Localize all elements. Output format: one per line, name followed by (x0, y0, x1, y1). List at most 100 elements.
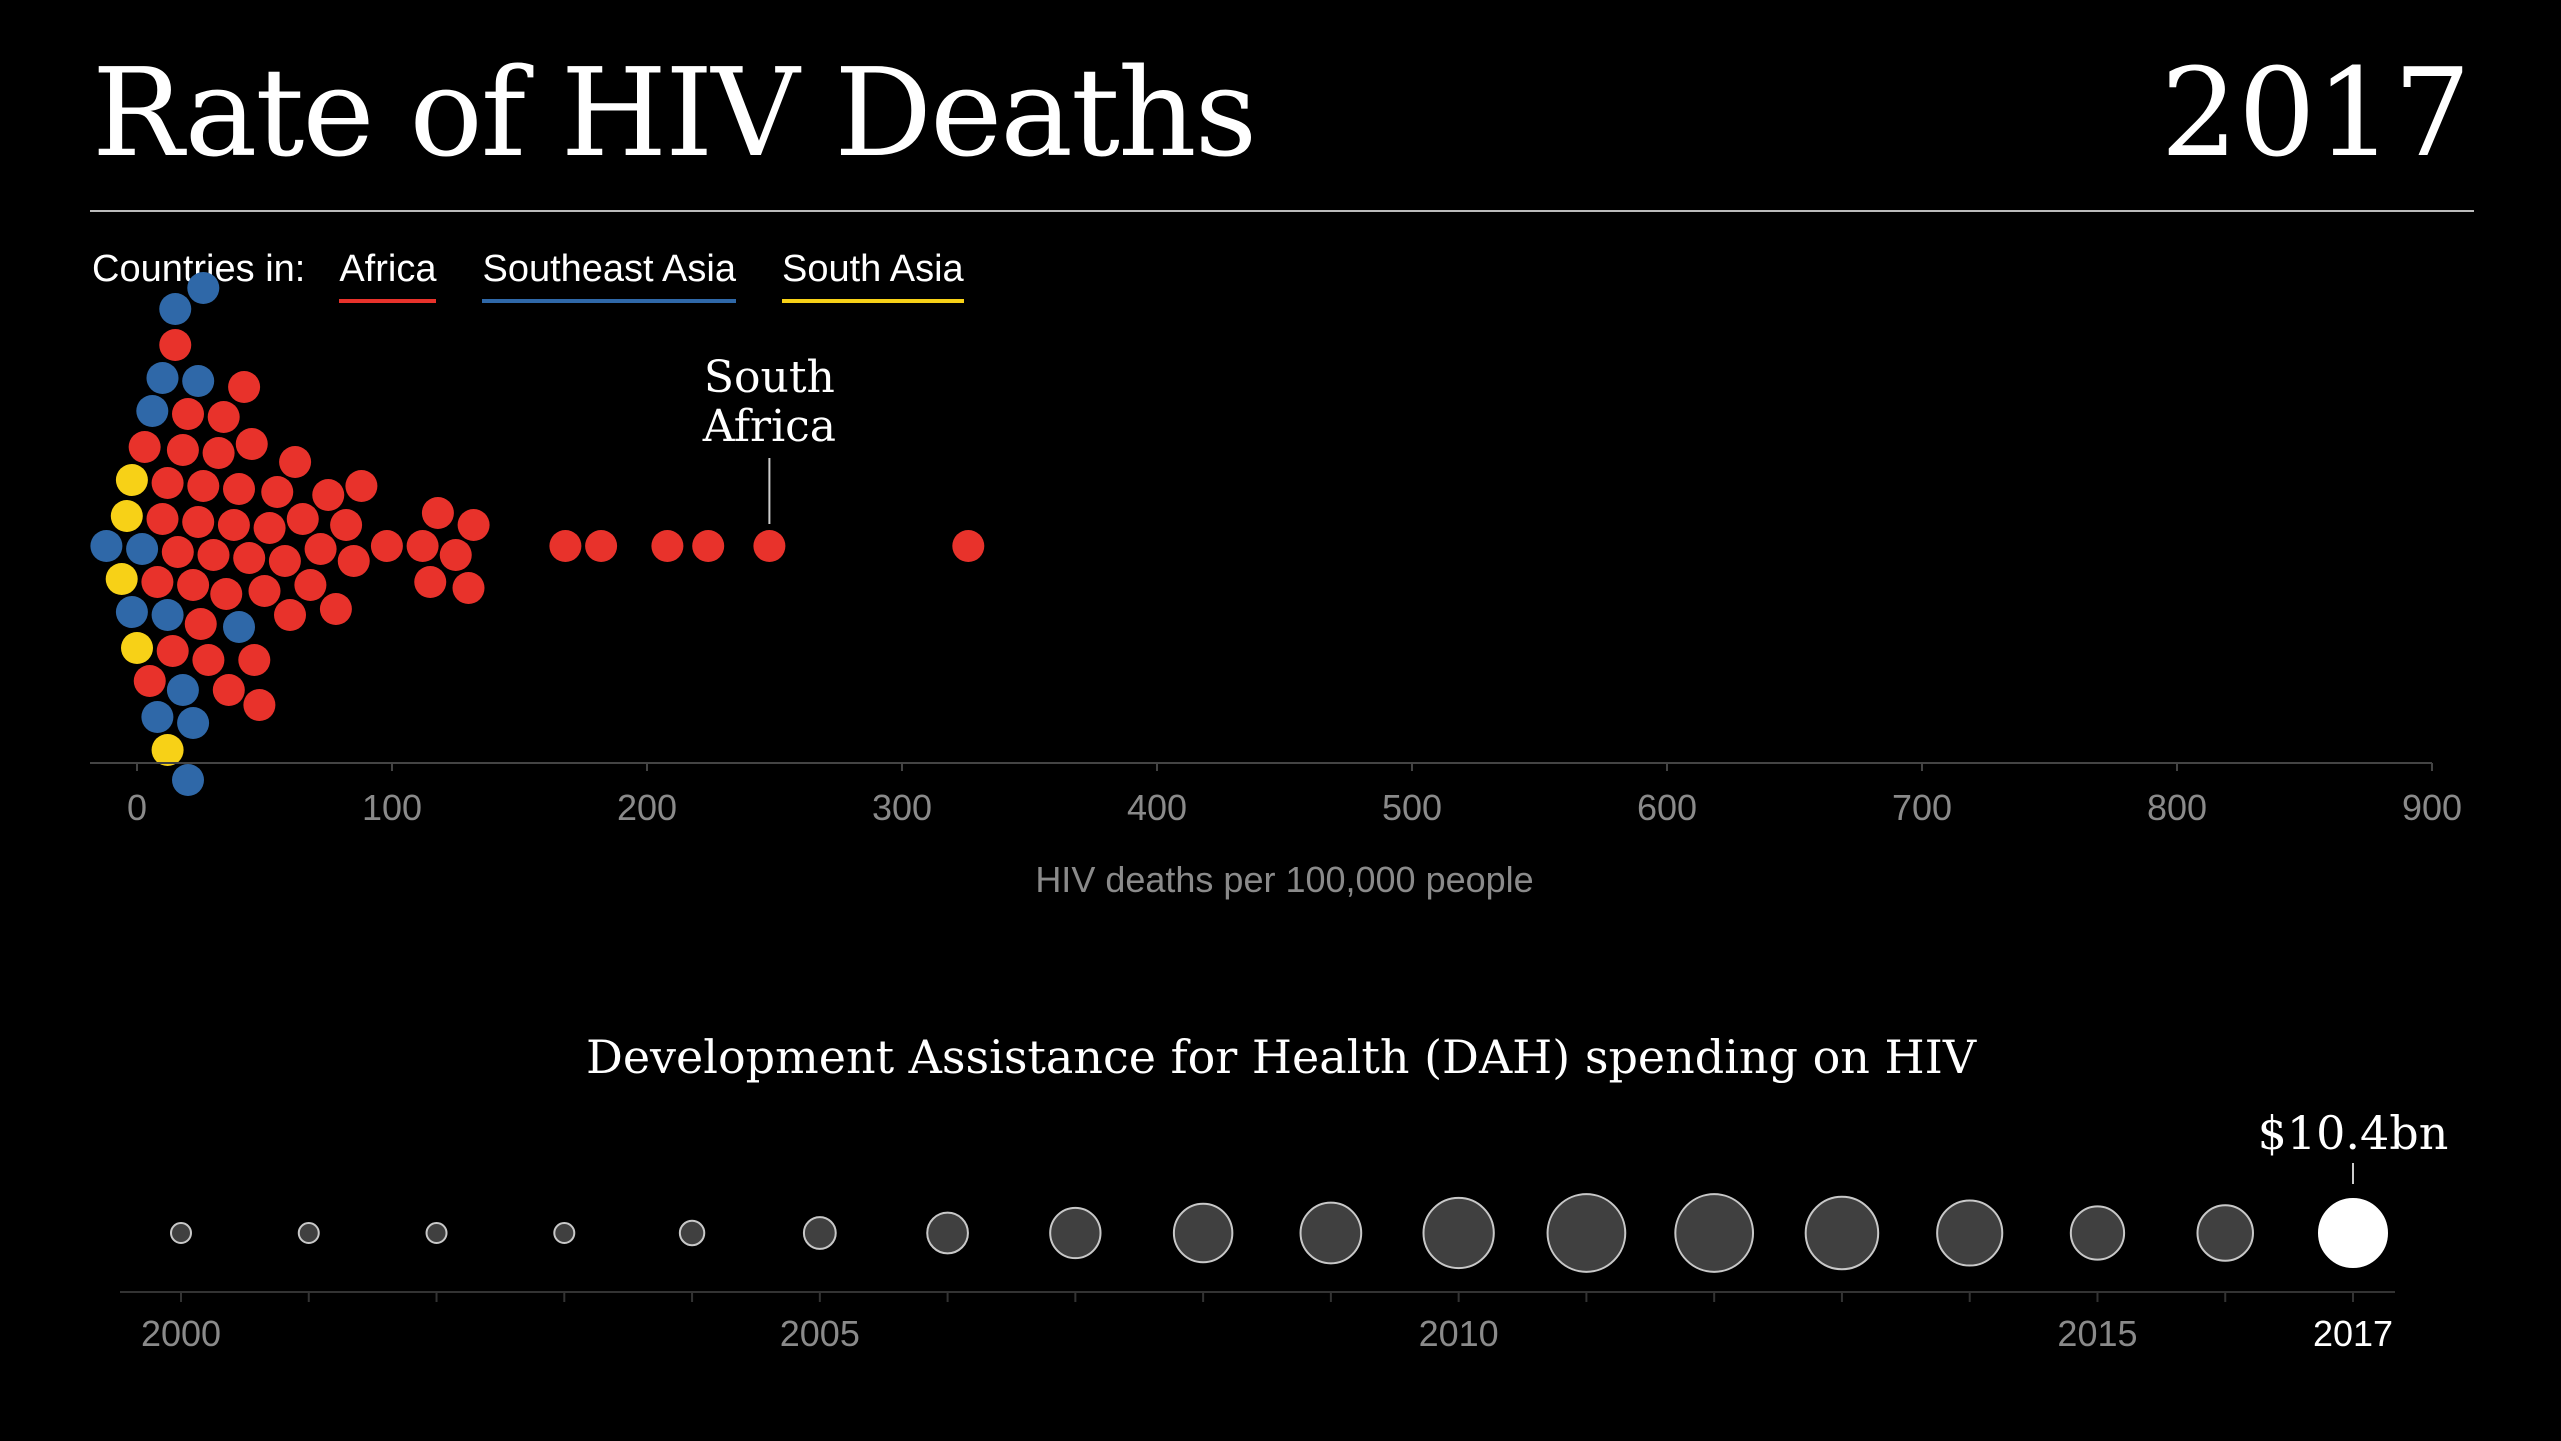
x-tick-label-600: 600 (1637, 787, 1697, 828)
dah-tick-label-2017: 2017 (2313, 1313, 2393, 1354)
dah-bubble-2010 (1422, 1196, 1495, 1270)
dot-africa-37 (212, 674, 245, 706)
dot-africa-51 (279, 446, 312, 478)
dot-africa-56 (319, 593, 352, 625)
dah-bubble-2014 (1936, 1199, 2004, 1267)
dot-africa-55 (312, 479, 345, 511)
dot-africa-60 (370, 530, 403, 562)
dot-africa-43 (235, 428, 268, 460)
dot-africa-8 (133, 665, 166, 697)
dot-africa-20 (161, 536, 194, 568)
dah-bubble-2000 (170, 1222, 192, 1244)
dot-africa-30 (187, 470, 220, 502)
dot-africa-62 (414, 566, 447, 598)
legend-item-southeast-asia: Southeast Asia (482, 248, 736, 303)
dah-bubble-2003 (553, 1222, 576, 1244)
dot-africa-32 (192, 644, 225, 676)
dot-southeast-asia-31 (187, 272, 220, 304)
annotation-label-line2: Africa (702, 401, 836, 452)
dot-southeast-asia-24 (172, 764, 204, 796)
dot-south-asia-2 (110, 500, 143, 532)
x-tick-label-800: 800 (2147, 787, 2207, 828)
dah-bubble-2016 (2196, 1204, 2254, 1262)
dot-africa-44 (238, 644, 271, 676)
dot-africa-69 (651, 530, 684, 562)
dot-africa-23 (172, 398, 204, 430)
dot-southeast-asia-22 (166, 674, 199, 706)
dot-africa-29 (184, 608, 217, 640)
dot-africa-33 (197, 539, 230, 571)
dah-chart-title: Development Assistance for Health (DAH) … (586, 1030, 1977, 1084)
dot-africa-38 (217, 509, 250, 541)
dot-africa-35 (207, 401, 240, 433)
dot-south-asia-1 (105, 563, 138, 595)
dot-africa-63 (421, 497, 454, 529)
dot-southeast-asia-13 (146, 362, 179, 394)
dot-africa-25 (177, 569, 210, 601)
dot-africa-58 (337, 545, 370, 577)
dot-southeast-asia-40 (223, 611, 255, 643)
dah-tick-label-2005: 2005 (780, 1313, 860, 1354)
dot-africa-70 (692, 530, 725, 562)
dot-africa-66 (457, 509, 490, 541)
legend-item-africa: Africa (339, 248, 437, 303)
dah-bubble-2005 (802, 1216, 837, 1250)
x-tick-label-300: 300 (872, 787, 932, 828)
dot-africa-68 (585, 530, 618, 562)
dot-africa-7 (128, 431, 161, 463)
dot-africa-67 (549, 530, 582, 562)
dot-africa-17 (156, 635, 189, 667)
dah-bubble-2004 (678, 1219, 706, 1247)
dah-tick-label-2010: 2010 (1419, 1313, 1499, 1354)
x-tick-label-400: 400 (1127, 787, 1187, 828)
dot-africa-14 (151, 467, 184, 499)
x-tick-label-900: 900 (2402, 787, 2462, 828)
x-tick-label-0: 0 (127, 787, 147, 828)
dot-africa-64 (439, 539, 472, 571)
header-divider (90, 210, 2474, 212)
dot-africa-50 (274, 599, 306, 631)
dot-southeast-asia-26 (177, 707, 210, 739)
dot-africa-21 (166, 434, 199, 466)
dot-africa-47 (253, 512, 286, 544)
dot-africa-59 (345, 470, 378, 502)
x-tick-label-100: 100 (362, 787, 422, 828)
dah-bubble-2012 (1674, 1193, 1755, 1273)
dot-south-asia-5 (121, 632, 153, 664)
dah-bubble-2009 (1299, 1201, 1363, 1265)
x-axis-ticks: 0 100 200 300 400 500 600 700 800 900 (127, 763, 2462, 828)
dot-southeast-asia-11 (141, 701, 174, 733)
dot-southeast-asia-15 (151, 599, 184, 631)
dah-bubble-2002 (425, 1222, 448, 1244)
dah-bubble-2007 (1049, 1206, 1102, 1260)
dot-south-asia-16 (151, 734, 184, 766)
dot-africa-65 (452, 572, 485, 604)
annotation-label-line1: South (704, 352, 835, 403)
dot-africa-57 (330, 509, 363, 541)
dot-africa-10 (141, 566, 174, 598)
dah-highlight-label: $10.4bn (2258, 1106, 2449, 1160)
dot-africa-46 (248, 575, 281, 607)
dot-africa-53 (294, 569, 327, 601)
dot-africa-48 (261, 476, 294, 508)
dah-bubble-2001 (297, 1222, 320, 1244)
dah-bubble-2008 (1172, 1202, 1234, 1264)
page-title: Rate of HIV Deaths (92, 42, 1257, 184)
dot-africa-49 (268, 545, 301, 577)
dah-tick-label-2015: 2015 (2057, 1313, 2137, 1354)
dot-africa-72 (952, 530, 985, 562)
dot-africa-18 (159, 329, 192, 361)
dot-africa-39 (223, 473, 255, 505)
dah-bubbles (170, 1193, 2388, 1273)
dah-bubble-2015 (2069, 1205, 2126, 1261)
dah-bubble-2017 (2318, 1198, 2388, 1268)
dot-africa-71 (753, 530, 786, 562)
dot-africa-36 (210, 578, 243, 610)
dot-africa-45 (243, 689, 276, 721)
dah-bubble-2013 (1804, 1195, 1880, 1271)
dot-southeast-asia-3 (115, 596, 148, 628)
year-label: 2017 (2160, 42, 2471, 184)
swarm-dots (90, 272, 985, 796)
dot-southeast-asia-6 (126, 533, 159, 565)
dot-southeast-asia-19 (159, 293, 192, 325)
